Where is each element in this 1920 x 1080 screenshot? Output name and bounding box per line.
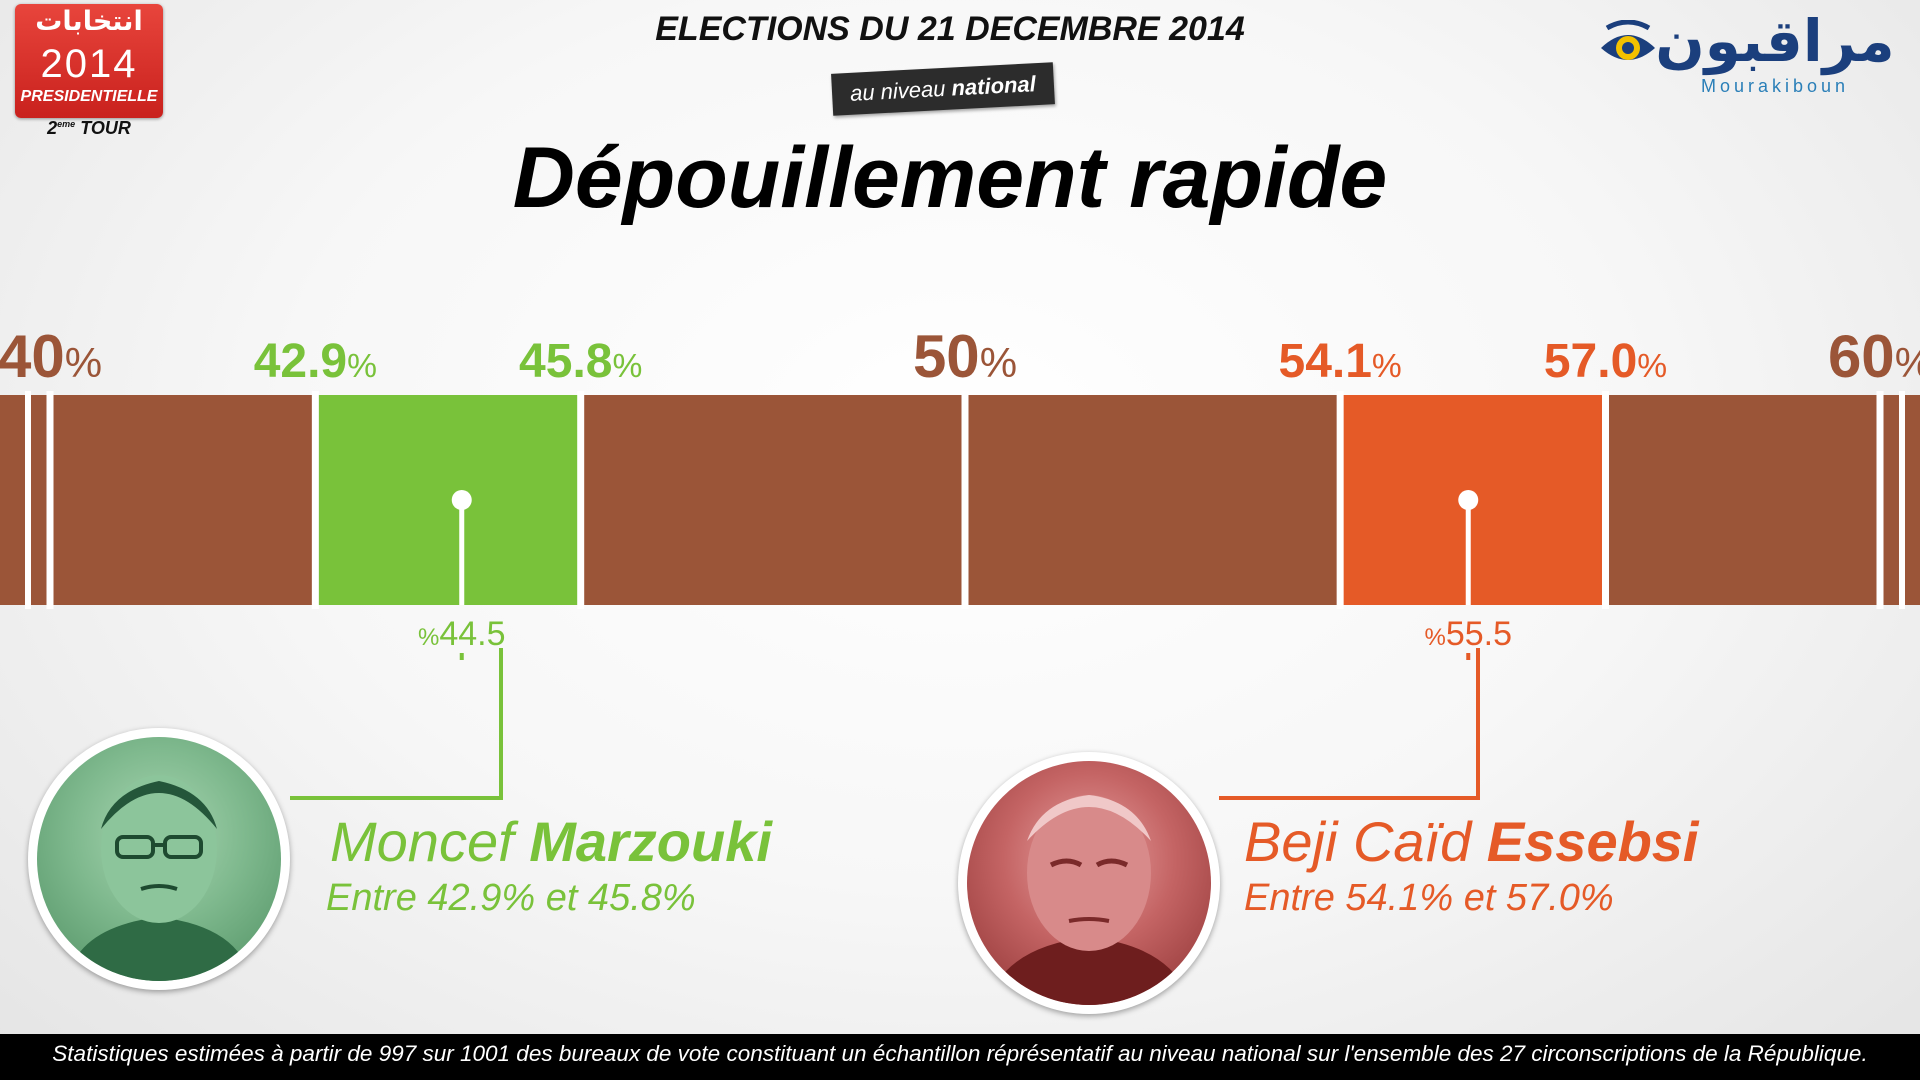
badge-round: 2eme TOUR [47, 118, 131, 138]
badge-arabic: انتخابات [35, 6, 143, 37]
marzouki-portrait [28, 728, 290, 990]
essebsi-photo [967, 761, 1211, 1005]
badge-label: PRESIDENTIELLE [20, 88, 158, 105]
estimate-stem-1 [1465, 500, 1471, 605]
essebsi-leader [1219, 648, 1480, 800]
estimate-label-1: %55.5 [1424, 615, 1512, 653]
essebsi-name: Beji Caïd Essebsi [1244, 810, 1699, 873]
tick-separator-6 [1876, 391, 1884, 609]
page-title: Dépouillement rapide [512, 130, 1388, 226]
marzouki-name: Moncef Marzouki [330, 810, 772, 873]
marzouki-leader [290, 648, 503, 800]
marzouki-photo [37, 737, 281, 981]
estimate-leader-1 [1466, 653, 1471, 660]
tick-separator-2 [577, 391, 585, 609]
estimate-leader-0 [459, 653, 464, 660]
logo-latin: Mourakiboun [1700, 76, 1850, 96]
essebsi-range: Entre 54.1% et 57.0% [1244, 877, 1614, 919]
footer-bar [0, 1034, 1920, 1080]
tick-separator-5 [1602, 391, 1609, 609]
tick-label-2: 45.8% [519, 335, 642, 388]
headline: ELECTIONS DU 21 DECEMBRE 2014 [655, 10, 1245, 48]
estimate-stem-0 [459, 500, 465, 605]
results-bar-chart: 40%42.9%45.8%50%54.1%57.0%60%%44.5%55.5 [0, 323, 1920, 660]
tick-separator-4 [1336, 391, 1344, 609]
tick-separator-1 [311, 391, 319, 609]
estimate-label-0: %44.5 [418, 615, 506, 653]
footer-note: Statistiques estimées à partir de 997 su… [52, 1041, 1868, 1066]
end-separator-1 [1899, 391, 1905, 609]
election-badge: انتخابات 2014 PRESIDENTIELLE [15, 4, 163, 118]
eye-logo-icon [1601, 20, 1655, 60]
essebsi-portrait [958, 752, 1220, 1014]
range-bar-0 [315, 395, 581, 605]
tick-separator-0 [46, 391, 54, 609]
tick-separator-3 [961, 391, 969, 609]
logo-arabic: مراقبون [1655, 7, 1895, 75]
badge-year: 2014 [40, 42, 138, 86]
marzouki-range: Entre 42.9% et 45.8% [326, 877, 696, 919]
end-separator-0 [25, 391, 31, 609]
